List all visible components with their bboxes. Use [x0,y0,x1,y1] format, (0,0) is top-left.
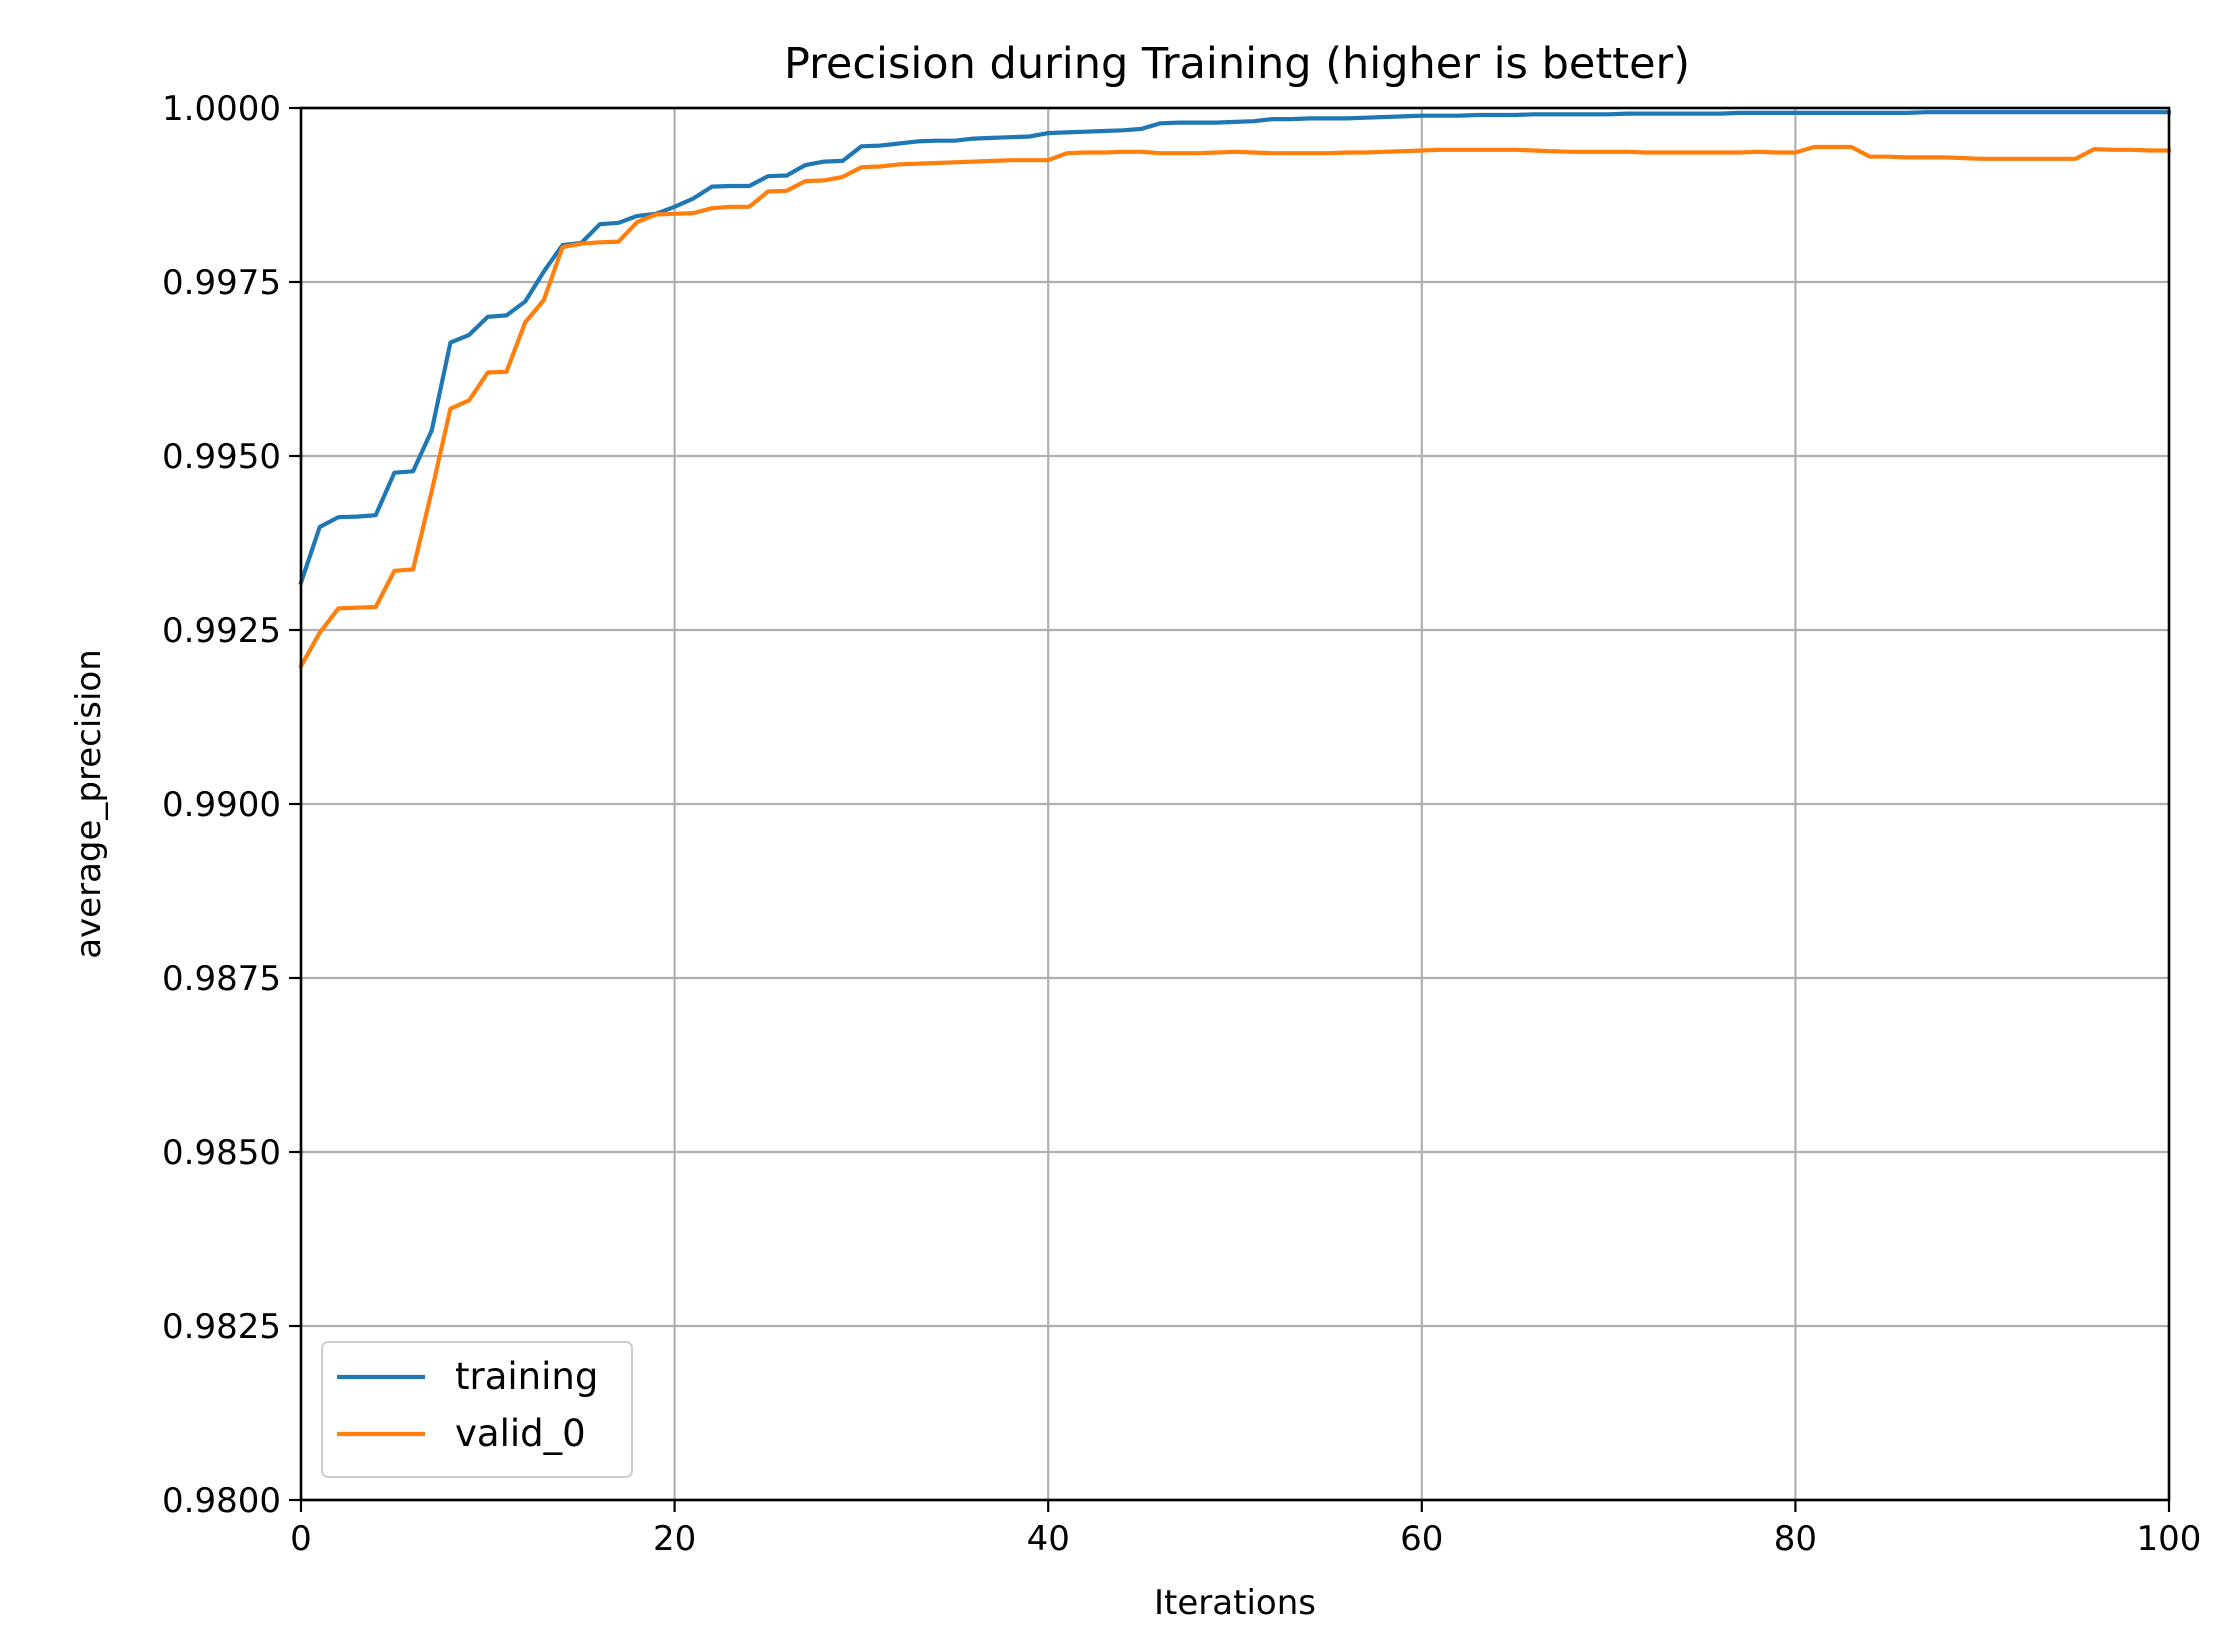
y-tick-label: 0.9875 [162,959,281,999]
y-tick-label: 0.9975 [162,263,281,303]
y-axis-label: average_precision [69,649,109,959]
series-line-valid_0 [298,144,2172,670]
y-tick-label: 1.0000 [162,89,281,129]
x-axis-ticks: 0 20 40 60 80 100 [290,1500,2201,1559]
legend-label-valid_0: valid_0 [455,1412,586,1455]
series-line-training [298,110,2172,586]
x-tick-label: 60 [1400,1519,1443,1559]
chart-title: Precision during Training (higher is bet… [784,39,1690,89]
y-tick-label: 0.9825 [162,1307,281,1347]
x-axis-label: Iterations [1154,1583,1316,1623]
x-tick-label: 0 [290,1519,312,1559]
y-axis-ticks: 0.9800 0.9825 0.9850 0.9875 0.9900 0.9925 0.99… [162,89,301,1521]
x-tick-label: 40 [1027,1519,1070,1559]
y-tick-label: 0.9900 [162,785,281,825]
x-tick-label: 20 [653,1519,696,1559]
y-tick-label: 0.9800 [162,1481,281,1521]
legend-label-training: training [455,1355,598,1398]
y-tick-label: 0.9950 [162,437,281,477]
y-tick-label: 0.9850 [162,1133,281,1173]
series-layer [298,110,2172,670]
x-tick-label: 100 [2137,1519,2202,1559]
x-tick-label: 80 [1774,1519,1817,1559]
y-tick-label: 0.9925 [162,611,281,651]
legend: training valid_0 [321,1341,633,1478]
legend-items: training valid_0 [337,1355,598,1455]
